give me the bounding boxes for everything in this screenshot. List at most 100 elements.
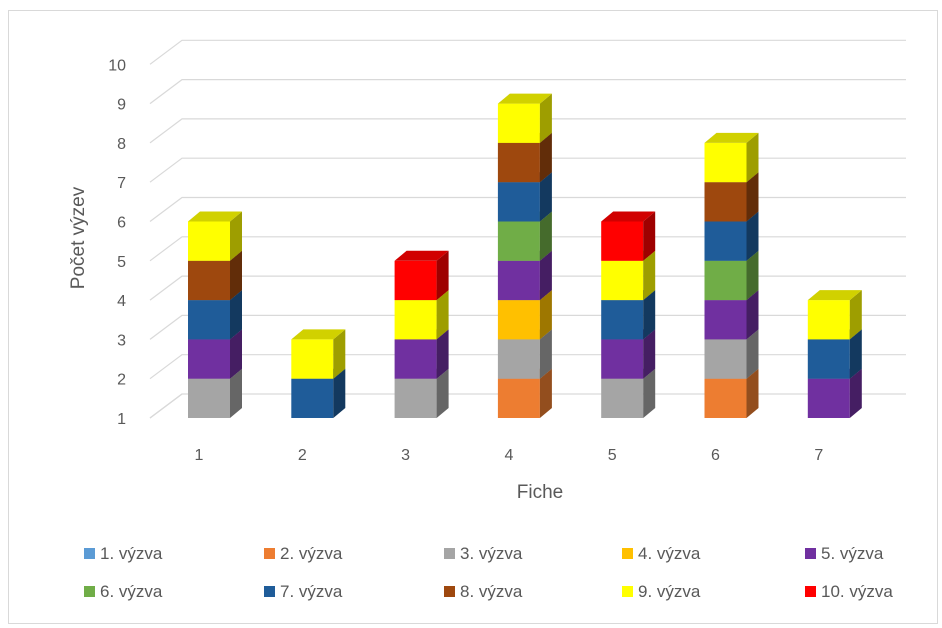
legend-entry: 9. výzva	[622, 582, 701, 601]
chart-frame	[8, 10, 938, 624]
bar-side	[333, 368, 346, 418]
bar-segment	[807, 290, 862, 340]
gridline	[149, 196, 906, 222]
bar-side	[230, 211, 242, 261]
gridline	[149, 79, 906, 105]
bar-side	[746, 132, 759, 183]
legend-label: 2. výzva	[280, 544, 343, 563]
bar-side	[333, 329, 346, 379]
bar-segment	[497, 93, 552, 143]
gridline	[149, 354, 906, 380]
bar-front	[704, 260, 747, 301]
bar-front	[807, 300, 850, 340]
bar-side	[643, 329, 656, 379]
bar-front	[497, 182, 540, 222]
bar-side	[230, 290, 242, 340]
x-axis-ticks: 1 2 3 4 5 6 7	[195, 447, 824, 464]
bar-side	[746, 211, 759, 261]
y-tick-label: 4	[117, 293, 126, 310]
bar-side	[539, 368, 552, 418]
bar-front	[601, 260, 644, 301]
x-tick-label: 3	[401, 447, 410, 464]
bar-side	[230, 250, 242, 301]
bar-side	[436, 290, 449, 340]
bar-front	[291, 339, 334, 379]
bar-front	[601, 339, 644, 379]
legend-swatch	[84, 548, 95, 559]
legend-entry: 2. výzva	[264, 544, 343, 563]
y-tick-label: 7	[117, 175, 126, 192]
legend-swatch	[622, 586, 633, 597]
x-tick-label: 5	[608, 447, 617, 464]
bar-top	[497, 93, 552, 104]
bar-front	[497, 339, 540, 379]
bar-front	[188, 221, 230, 261]
bar-side	[643, 368, 656, 418]
legend-swatch	[444, 586, 455, 597]
bar-front	[601, 378, 644, 418]
bar-front	[291, 378, 334, 418]
bar-front	[394, 339, 437, 379]
bar-side	[539, 250, 552, 301]
bar-segment	[291, 329, 346, 379]
legend-swatch	[264, 548, 275, 559]
bar-top	[704, 132, 759, 143]
bar-top	[807, 290, 862, 301]
y-tick-label: 6	[117, 215, 126, 232]
legend-label: 4. výzva	[638, 544, 701, 563]
bar-top	[601, 211, 656, 222]
bar-front	[807, 378, 850, 418]
bar-front	[704, 182, 747, 222]
bar-side	[643, 290, 656, 340]
legend: 1. výzva 2. výzva 3. výzva 4. výzva 5. výzva…	[84, 544, 893, 601]
x-tick-label: 1	[195, 447, 204, 464]
bar-side	[746, 172, 759, 222]
legend-entry: 1. výzva	[84, 544, 163, 563]
bar-segment	[188, 211, 242, 261]
bar-segment	[394, 250, 449, 301]
bar-side	[436, 329, 449, 379]
legend-label: 6. výzva	[100, 582, 163, 601]
bar-side	[436, 368, 449, 418]
gridline	[149, 314, 906, 340]
legend-swatch	[805, 548, 816, 559]
bar-front	[188, 378, 230, 418]
bar-front	[188, 339, 230, 379]
bar-side	[849, 290, 862, 340]
bar-side	[746, 290, 759, 340]
bar-side	[643, 211, 656, 261]
bar-side	[230, 329, 242, 379]
bar-front	[497, 300, 540, 340]
legend-label: 3. výzva	[460, 544, 523, 563]
bar-front	[394, 300, 437, 340]
bar-segment	[601, 211, 656, 261]
bar-side	[539, 93, 552, 143]
bar-side	[539, 211, 552, 261]
bar-side	[539, 329, 552, 379]
gridline	[149, 39, 906, 65]
legend-entry: 6. výzva	[84, 582, 163, 601]
y-axis-title: Počet výzev	[68, 186, 89, 289]
bar-side	[230, 368, 242, 418]
legend-entry: 7. výzva	[264, 582, 343, 601]
bar-top	[394, 250, 449, 261]
bar-side	[849, 329, 862, 379]
y-tick-label: 5	[117, 254, 126, 271]
legend-swatch	[84, 586, 95, 597]
bar-side	[436, 250, 449, 301]
legend-label: 10. výzva	[821, 582, 893, 601]
bar-side	[849, 368, 862, 418]
bar-front	[394, 260, 437, 301]
bar-side	[746, 368, 759, 418]
bar-side	[539, 290, 552, 340]
gridline	[149, 157, 906, 183]
legend-label: 9. výzva	[638, 582, 701, 601]
bar-front	[704, 221, 747, 261]
bar-side	[746, 329, 759, 379]
bar-front	[188, 300, 230, 340]
bar-front	[704, 378, 747, 418]
bar-front	[601, 300, 644, 340]
legend-entry: 5. výzva	[805, 544, 884, 563]
floor-edge	[149, 393, 183, 419]
